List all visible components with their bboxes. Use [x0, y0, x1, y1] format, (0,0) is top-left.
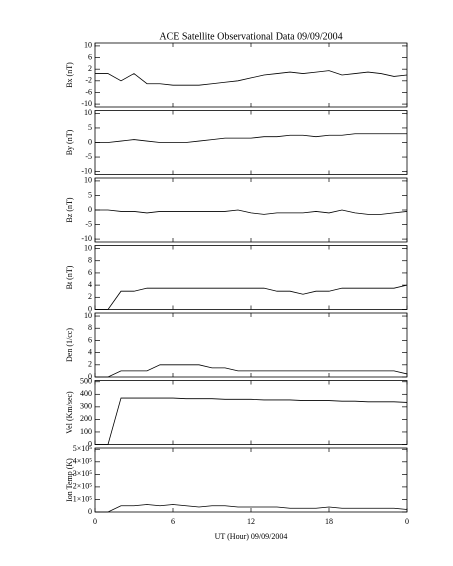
y-tick-label: 6 [88, 335, 92, 344]
y-tick-label: 3×10⁵ [73, 469, 93, 478]
y-tick-label: 6 [88, 268, 92, 277]
x-tick-label: 0 [405, 517, 409, 526]
y-tick-label: 5 [88, 123, 92, 132]
y-tick-label: 1×10⁵ [73, 494, 93, 503]
y-tick-label: 0 [88, 507, 92, 516]
y-tick-label: 0 [88, 304, 92, 313]
y-tick-label: 400 [80, 389, 92, 398]
y-axis-label: Ion Temp (K) [65, 458, 74, 502]
chart-title: ACE Satellite Observational Data 09/09/2… [159, 31, 342, 42]
y-axis-label: By (nT) [65, 129, 74, 155]
x-tick-label: 12 [247, 517, 255, 526]
data-line [95, 70, 408, 86]
y-tick-label: 8 [88, 256, 92, 265]
x-tick-label: 6 [171, 517, 175, 526]
y-tick-label: 0 [88, 372, 92, 381]
y-tick-label: 100 [80, 427, 92, 436]
y-axis-label: Bz (nT) [65, 197, 74, 222]
y-tick-label: 500 [80, 377, 92, 386]
y-tick-label: -10 [81, 234, 92, 243]
y-tick-label: -5 [85, 152, 92, 161]
y-tick-label: -10 [81, 166, 92, 175]
y-axis-label: Bt (nT) [65, 265, 74, 289]
y-tick-label: 300 [80, 402, 92, 411]
y-tick-label: 6 [88, 52, 92, 61]
y-tick-label: 10 [84, 41, 92, 50]
data-line [95, 209, 408, 215]
y-tick-label: 10 [84, 108, 92, 117]
y-tick-label: -6 [85, 87, 92, 96]
y-tick-label: -2 [85, 76, 92, 85]
x-tick-label: 0 [93, 517, 97, 526]
y-tick-label: 2×10⁵ [73, 482, 93, 491]
y-axis-label: Bx (nT) [65, 62, 74, 88]
y-tick-label: -5 [85, 219, 92, 228]
data-line [95, 504, 408, 513]
data-line [95, 397, 408, 445]
y-tick-label: 2 [88, 292, 92, 301]
y-axis-label: Vel (Km/sec) [65, 391, 74, 434]
y-tick-label: 5 [88, 190, 92, 199]
data-line [95, 284, 408, 310]
y-tick-label: 10 [84, 176, 92, 185]
y-tick-label: 4 [88, 347, 92, 356]
y-tick-label: 10 [84, 311, 92, 320]
data-line [95, 364, 408, 378]
y-tick-label: 4×10⁵ [73, 457, 93, 466]
y-tick-label: 2 [88, 360, 92, 369]
y-tick-label: -10 [81, 99, 92, 108]
x-tick-label: 18 [325, 517, 333, 526]
y-tick-label: 8 [88, 323, 92, 332]
y-tick-label: 10 [84, 243, 92, 252]
data-line [95, 133, 407, 143]
y-tick-label: 200 [80, 414, 92, 423]
x-axis-label: UT (Hour) 09/09/2004 [215, 532, 288, 541]
y-tick-label: 0 [88, 137, 92, 146]
y-tick-label: 0 [88, 439, 92, 448]
y-tick-label: 5×10⁵ [73, 444, 93, 453]
y-tick-label: 2 [88, 64, 92, 73]
y-tick-label: 0 [88, 205, 92, 214]
y-axis-label: Den (1/cc) [65, 328, 74, 362]
y-tick-label: 4 [88, 280, 92, 289]
